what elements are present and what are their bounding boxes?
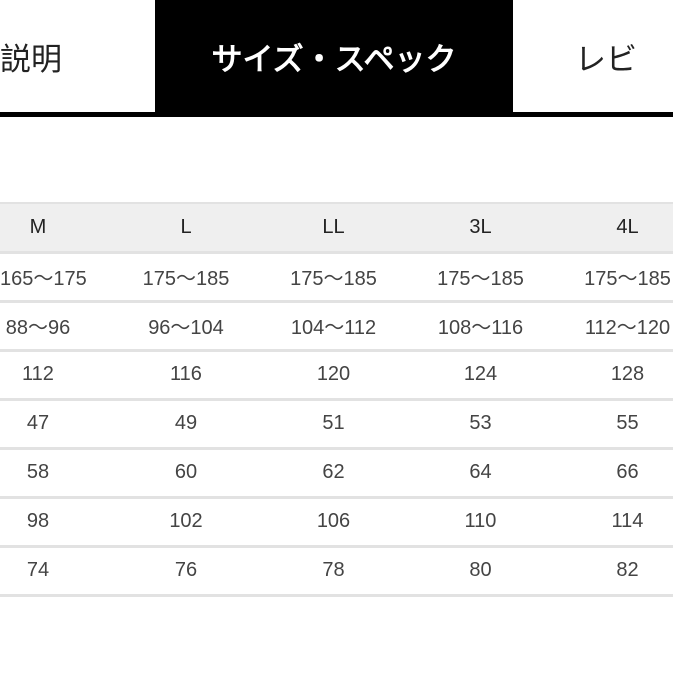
table-row: 88〜96 96〜104 104〜112 108〜116 112〜120: [0, 301, 673, 352]
table-cell: 74: [0, 546, 112, 597]
table-cell: 64: [407, 448, 554, 499]
table-header-row: M L LL 3L 4L: [0, 202, 673, 254]
table-cell: 62: [260, 448, 407, 499]
table-cell: 104〜112: [260, 301, 407, 352]
table-cell: 112〜120: [554, 301, 673, 352]
table-cell: 165〜175: [0, 252, 112, 303]
table-cell: 78: [260, 546, 407, 597]
table-cell: 108〜116: [407, 301, 554, 352]
tab-size-spec[interactable]: サイズ・スペック: [155, 0, 513, 113]
tab-underline: [0, 112, 673, 117]
table-cell: 98: [0, 497, 112, 548]
table-cell: 53: [407, 399, 554, 450]
table-cell: 128: [554, 350, 673, 401]
table-row: 98 102 106 110 114: [0, 497, 673, 548]
table-row: 165〜175 175〜185 175〜185 175〜185 175〜185: [0, 252, 673, 303]
tab-reviews[interactable]: レビ: [575, 0, 673, 113]
column-header: LL: [260, 202, 407, 254]
table-cell: 114: [554, 497, 673, 548]
table-cell: 175〜185: [260, 252, 407, 303]
table-row: 112 116 120 124 128: [0, 350, 673, 401]
table-cell: 175〜185: [112, 252, 260, 303]
table-cell: 116: [112, 350, 260, 401]
column-header: 3L: [407, 202, 554, 254]
table-row: 47 49 51 53 55: [0, 399, 673, 450]
column-header: M: [0, 202, 112, 254]
table-row: 74 76 78 80 82: [0, 546, 673, 597]
tab-bar: 説明 サイズ・スペック レビ: [0, 0, 673, 113]
table-cell: 175〜185: [407, 252, 554, 303]
table-cell: 96〜104: [112, 301, 260, 352]
table-cell: 58: [0, 448, 112, 499]
table-cell: 49: [112, 399, 260, 450]
table-cell: 66: [554, 448, 673, 499]
tab-label: 説明: [0, 42, 62, 78]
size-table: M L LL 3L 4L 165〜175 175〜185 175〜185 175〜185 175…: [0, 202, 673, 597]
table-cell: 175〜185: [554, 252, 673, 303]
table-cell: 124: [407, 350, 554, 401]
tab-label: レビ: [575, 42, 637, 78]
table-cell: 60: [112, 448, 260, 499]
tab-label: サイズ・スペック: [211, 42, 457, 78]
table-cell: 110: [407, 497, 554, 548]
table-cell: 88〜96: [0, 301, 112, 352]
table-cell: 76: [112, 546, 260, 597]
tab-description[interactable]: 説明: [0, 0, 155, 113]
table-cell: 82: [554, 546, 673, 597]
table-cell: 55: [554, 399, 673, 450]
table-cell: 102: [112, 497, 260, 548]
table-cell: 47: [0, 399, 112, 450]
table-cell: 80: [407, 546, 554, 597]
table-cell: 51: [260, 399, 407, 450]
table-cell: 112: [0, 350, 112, 401]
table-cell: 120: [260, 350, 407, 401]
column-header: L: [112, 202, 260, 254]
table-cell: 106: [260, 497, 407, 548]
table-row: 58 60 62 64 66: [0, 448, 673, 499]
column-header: 4L: [554, 202, 673, 254]
